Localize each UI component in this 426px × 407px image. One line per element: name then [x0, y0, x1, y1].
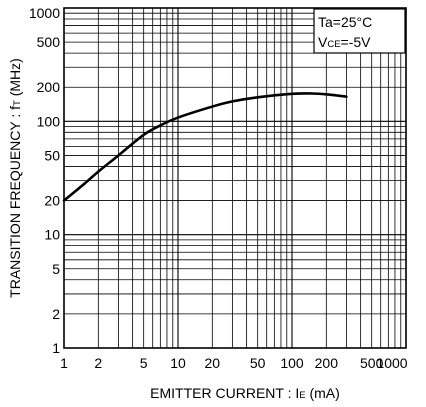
- conditions-box: Ta=25°C VCE=-5V: [313, 8, 406, 54]
- x-tick-label: 5: [140, 355, 148, 371]
- x-axis-label-sub: E: [299, 390, 305, 401]
- y-tick-label: 500: [37, 34, 61, 50]
- y-tick-label: 20: [44, 193, 60, 209]
- x-axis-label-unit: (mA): [306, 385, 340, 401]
- x-tick-label: 2: [94, 355, 102, 371]
- y-tick-label: 10: [44, 227, 60, 243]
- x-tick-label: 200: [315, 355, 339, 371]
- y-tick-label: 1000: [29, 5, 60, 21]
- condition-temperature-text: Ta=25°C: [318, 14, 372, 30]
- y-tick-label: 1: [52, 340, 60, 356]
- y-tick-label: 200: [37, 79, 61, 95]
- y-axis-label-sub: T: [12, 100, 23, 106]
- x-tick-label: 10: [170, 355, 186, 371]
- y-tick-label: 100: [37, 113, 61, 129]
- x-tick-label: 500: [360, 355, 384, 371]
- grid-lines: [64, 8, 406, 348]
- y-tick-label: 50: [44, 147, 60, 163]
- x-axis-label: EMITTER CURRENT : IE (mA): [150, 385, 340, 401]
- x-axis-label-main: EMITTER CURRENT : I: [150, 385, 299, 401]
- y-axis-label: TRANSITION FREQUENCY : fT (MHz): [7, 58, 23, 298]
- condition-vce-rest: =-5V: [341, 34, 372, 50]
- y-axis-label-main: TRANSITION FREQUENCY : f: [7, 106, 23, 298]
- x-tick-label: 1: [60, 355, 68, 371]
- condition-vce-main: V: [318, 34, 328, 50]
- y-tick-label: 5: [52, 261, 60, 277]
- condition-temperature: Ta=25°C: [318, 14, 372, 30]
- condition-vce-sub: CE: [327, 39, 340, 50]
- series-line: [62, 92, 348, 202]
- condition-vce: VCE=-5V: [318, 34, 371, 50]
- y-tick-labels: 1 2 5 10 20 50 100 200 500 1000: [29, 5, 60, 356]
- x-tick-label: 1000: [376, 355, 407, 371]
- x-tick-label: 50: [250, 355, 266, 371]
- conditions-box-frame: [313, 8, 406, 54]
- plot-frame: [63, 7, 407, 349]
- y-axis-label-unit: (MHz): [7, 58, 23, 100]
- x-tick-label: 100: [280, 355, 304, 371]
- y-tick-label: 2: [52, 306, 60, 322]
- x-tick-label: 20: [205, 355, 221, 371]
